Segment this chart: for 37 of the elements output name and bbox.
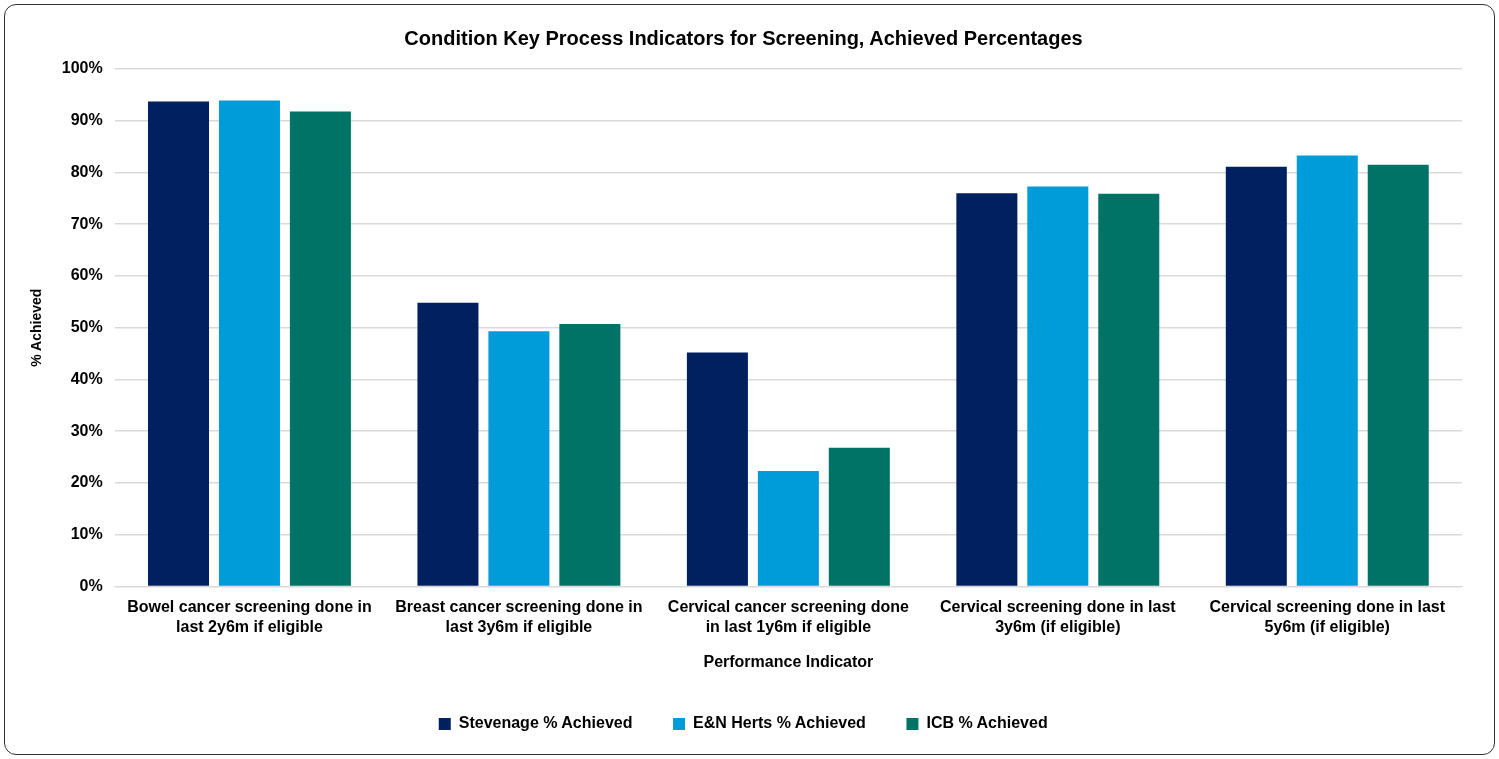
bar [218, 100, 280, 586]
bar [1027, 186, 1089, 586]
legend-label: Stevenage % Achieved [458, 714, 633, 732]
bar [757, 471, 819, 586]
bar [1098, 193, 1160, 586]
bar [828, 447, 890, 586]
chart-title: Condition Key Process Indicators for Screening, Achieved Percentages [404, 26, 1083, 49]
y-tick-label: 100% [61, 59, 103, 77]
legend-label: E&N Herts % Achieved [693, 714, 866, 732]
y-tick-label: 30% [70, 421, 103, 439]
y-tick-label: 0% [79, 576, 103, 594]
y-tick-label: 80% [70, 162, 103, 180]
y-tick-label: 10% [70, 525, 103, 543]
x-tick-label: Breast cancer screening done in last 3y6m if eligible [395, 598, 643, 635]
bar [1367, 164, 1429, 586]
bar [956, 193, 1018, 586]
y-tick-label: 50% [70, 318, 103, 336]
x-tick-label: Cervical screening done in last 5y6m (if eligible) [1209, 598, 1446, 635]
bar [686, 352, 748, 586]
bar [488, 331, 550, 586]
bar [147, 101, 209, 586]
y-tick-label: 40% [70, 369, 103, 387]
x-tick-label: Bowel cancer screening done in last 2y6m if eligible [127, 598, 372, 635]
bar [1296, 155, 1358, 586]
y-tick-label: 60% [70, 266, 103, 284]
bar [1225, 166, 1287, 586]
bar [559, 324, 621, 586]
x-tick-label: Cervical cancer screening done in last 1y6m if eligible [667, 598, 909, 635]
bar [417, 302, 479, 586]
legend-label: ICB % Achieved [926, 714, 1048, 732]
x-tick-label: Cervical screening done in last 3y6m (if eligible) [940, 598, 1177, 635]
y-tick-label: 90% [70, 111, 103, 129]
bar [289, 111, 351, 586]
x-axis-title: Performance Indicator [703, 652, 874, 670]
y-tick-label: 70% [70, 214, 103, 232]
y-tick-label: 20% [70, 473, 103, 491]
y-axis-title: % Achieved [28, 288, 45, 367]
